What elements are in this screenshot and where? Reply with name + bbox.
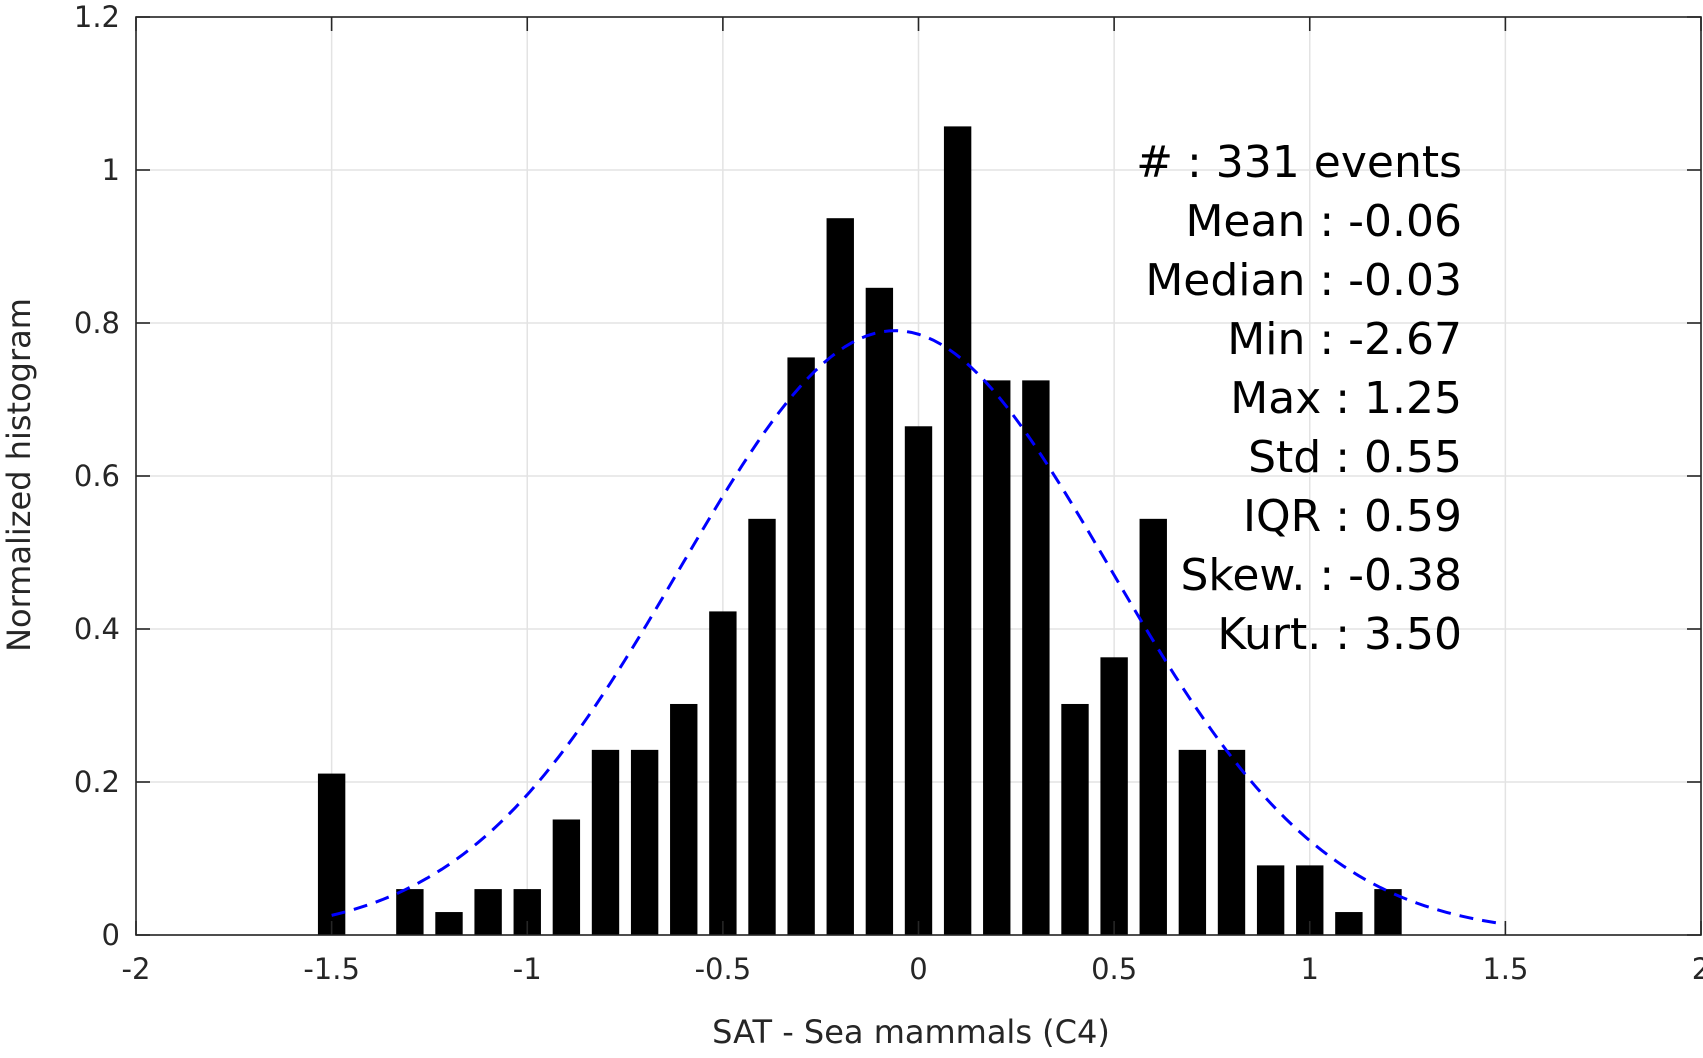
x-tick-label: 1.5 — [1482, 952, 1528, 986]
y-tick-label: 0.8 — [74, 306, 120, 340]
y-tick-label: 0.6 — [74, 459, 120, 493]
histogram-bar — [435, 912, 463, 935]
y-tick-label: 0.4 — [74, 612, 120, 646]
histogram-bar — [1178, 749, 1207, 935]
stats-line: Kurt. : 3.50 — [1217, 609, 1462, 660]
histogram-bar — [1100, 657, 1128, 935]
x-tick-label: -2 — [122, 952, 151, 986]
stats-line: Min : -2.67 — [1227, 314, 1462, 365]
histogram-bar — [904, 426, 933, 935]
histogram-bar — [591, 749, 620, 935]
histogram-bar — [1335, 912, 1363, 935]
gaussian-fit — [331, 329, 1506, 926]
x-tick-label: 2 — [1692, 952, 1703, 986]
stats-line: Std : 0.55 — [1248, 432, 1462, 483]
histogram-bar — [1217, 749, 1246, 935]
stats-line: Max : 1.25 — [1230, 373, 1462, 424]
histogram-bar — [1022, 380, 1050, 935]
x-axis-title: SAT - Sea mammals (C4) — [712, 1013, 1110, 1051]
stats-line: Mean : -0.06 — [1185, 196, 1462, 247]
stats-box: # : 331 events Mean : -0.06 Median : -0.03… — [1136, 137, 1462, 660]
histogram-bar — [317, 773, 346, 935]
histogram-bar — [552, 819, 581, 935]
x-tick-label: 1 — [1301, 952, 1319, 986]
y-tick-label: 1.2 — [74, 0, 120, 34]
histogram-bar — [865, 287, 894, 935]
x-tick-label: -1 — [513, 952, 542, 986]
y-tick-label: 0 — [102, 918, 120, 952]
histogram-bar — [983, 380, 1011, 935]
y-tick-label: 0.2 — [74, 765, 120, 799]
x-tick-label: 0.5 — [1091, 952, 1137, 986]
stats-line: IQR : 0.59 — [1243, 491, 1462, 542]
x-tick-label: -1.5 — [303, 952, 360, 986]
stats-line: # : 331 events — [1136, 137, 1462, 188]
histogram-bar — [787, 357, 815, 935]
x-tick-label: 0 — [909, 952, 927, 986]
fit-curve — [331, 329, 1506, 926]
histogram-bar — [1061, 703, 1089, 935]
histogram-bar — [630, 749, 659, 935]
stats-line: Skew. : -0.38 — [1181, 550, 1463, 601]
histogram-bar — [1139, 518, 1167, 935]
plot-axes — [135, 16, 1702, 936]
stats-line: Median : -0.03 — [1145, 255, 1462, 306]
y-tick-label: 1 — [102, 153, 120, 187]
histogram-bar — [670, 703, 698, 935]
histogram-bar — [474, 889, 502, 935]
histogram-bar — [709, 611, 737, 935]
histogram-bar — [396, 889, 424, 935]
tick-labels: -2 -1.5 -1 -0.5 0 0.5 1 1.5 2 0 0.2 0.4 0.6 0.8 1 1.2 — [74, 0, 1703, 986]
histogram-bar — [1256, 865, 1285, 935]
y-axis-title: Normalized histogram — [0, 298, 38, 652]
histogram-bars — [317, 126, 1402, 935]
x-tick-label: -0.5 — [695, 952, 752, 986]
histogram-bar — [748, 518, 776, 935]
histogram-bar — [943, 126, 972, 935]
histogram-bar — [826, 218, 854, 935]
